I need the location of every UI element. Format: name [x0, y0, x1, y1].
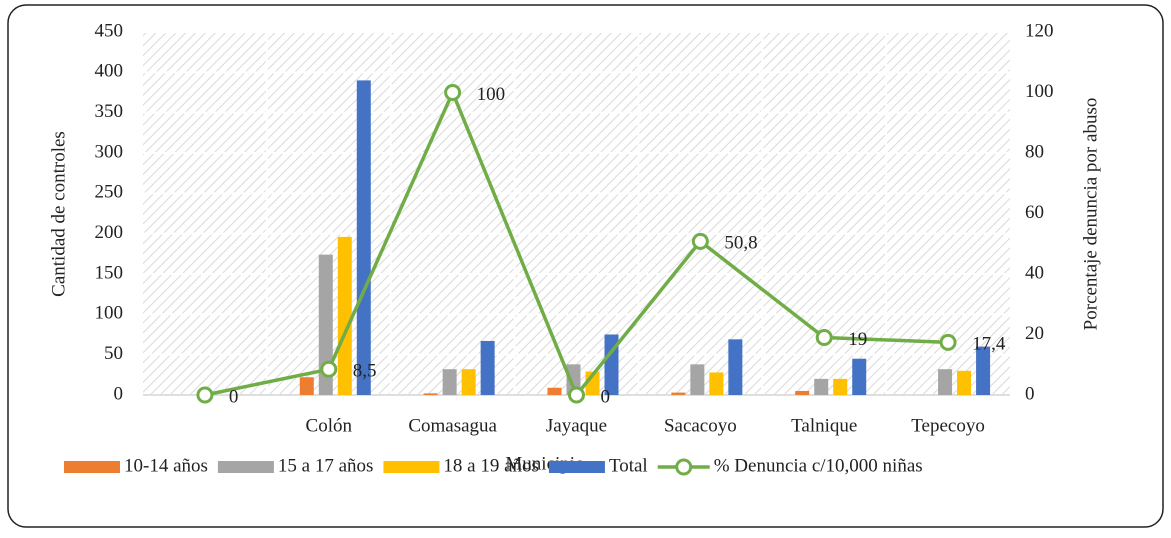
bar — [957, 370, 972, 395]
data-label: 0 — [229, 386, 239, 407]
line-marker — [815, 329, 833, 347]
bar — [356, 80, 371, 396]
data-label: 100 — [477, 84, 506, 105]
legend-swatch — [64, 461, 120, 473]
y2-tick-label: 80 — [1025, 141, 1044, 162]
data-label: 17,4 — [972, 334, 1006, 355]
legend-label: Total — [609, 455, 648, 476]
x-tick-label: Sacacoyo — [664, 415, 737, 436]
x-tick-label: Talnique — [791, 415, 857, 436]
legend-swatch — [217, 461, 274, 473]
legend-swatch — [675, 458, 693, 476]
data-label: 19 — [848, 329, 867, 350]
y-tick-label: 150 — [95, 262, 124, 283]
line-marker — [939, 333, 957, 351]
y2-tick-label: 40 — [1025, 262, 1044, 283]
bar — [852, 358, 867, 395]
y-axis-title: Cantidad de controles — [48, 131, 69, 297]
line-marker — [568, 386, 585, 404]
bar — [814, 378, 829, 395]
legend-label: % Denuncia c/10,000 niñas — [714, 455, 923, 476]
y-tick-label: 250 — [95, 182, 124, 203]
y-tick-label: 300 — [95, 141, 124, 162]
x-tick-label: Jayaque — [546, 415, 607, 436]
bar — [938, 369, 953, 395]
y-tick-label: 100 — [95, 303, 124, 324]
bar — [318, 254, 333, 395]
line-marker — [691, 232, 709, 250]
y-tick-label: 350 — [95, 101, 124, 122]
y2-tick-label: 60 — [1025, 202, 1044, 223]
bar — [690, 364, 705, 395]
line-marker — [444, 84, 462, 101]
bar — [671, 392, 686, 395]
legend-label: 15 a 17 años — [278, 455, 374, 476]
bar — [480, 340, 495, 395]
y2-tick-label: 100 — [1025, 81, 1054, 102]
data-label: 50,8 — [724, 233, 757, 254]
bar — [423, 393, 438, 395]
legend-label: 18 a 19 años — [443, 455, 539, 476]
legend-swatch — [383, 461, 440, 473]
line-marker — [196, 386, 214, 404]
line-marker — [320, 360, 338, 378]
y-tick-label: 50 — [104, 343, 123, 364]
bar — [299, 377, 314, 395]
bar — [976, 346, 991, 395]
legend-swatch — [548, 461, 605, 473]
x-tick-label: Tepecoyo — [911, 415, 985, 436]
bar — [337, 236, 352, 395]
bar — [461, 369, 476, 395]
y-tick-label: 200 — [95, 222, 124, 243]
x-tick-label: Colón — [306, 415, 353, 436]
y2-axis-title: Porcentaje denuncia por abuso — [1080, 98, 1101, 331]
x-tick-label: Comasagua — [408, 415, 497, 436]
y2-tick-label: 0 — [1025, 383, 1035, 404]
y-tick-label: 450 — [95, 20, 124, 41]
bar — [833, 378, 848, 395]
data-label: 8,5 — [353, 361, 377, 382]
legend-label: 10-14 años — [124, 455, 208, 476]
bar — [547, 387, 562, 395]
y2-tick-label: 120 — [1025, 20, 1054, 41]
bar — [795, 390, 810, 395]
y2-tick-label: 20 — [1025, 323, 1044, 344]
y-tick-label: 400 — [95, 61, 124, 82]
bar — [709, 372, 724, 395]
data-label: 0 — [601, 386, 611, 407]
bar — [442, 369, 457, 395]
y-tick-label: 0 — [114, 383, 124, 404]
bar — [728, 339, 743, 395]
plot-area — [143, 32, 1010, 395]
